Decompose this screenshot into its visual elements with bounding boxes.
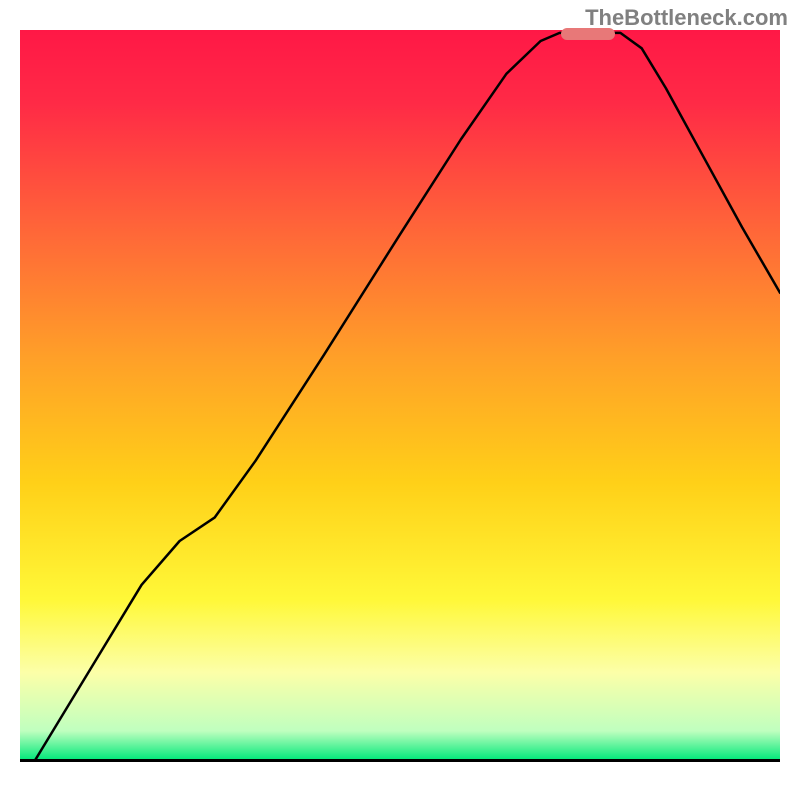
x-axis-line [20, 759, 780, 762]
curve-line [20, 30, 780, 760]
bottleneck-chart [20, 30, 780, 790]
attribution-text: TheBottleneck.com [585, 5, 788, 31]
plot-area [20, 30, 780, 760]
